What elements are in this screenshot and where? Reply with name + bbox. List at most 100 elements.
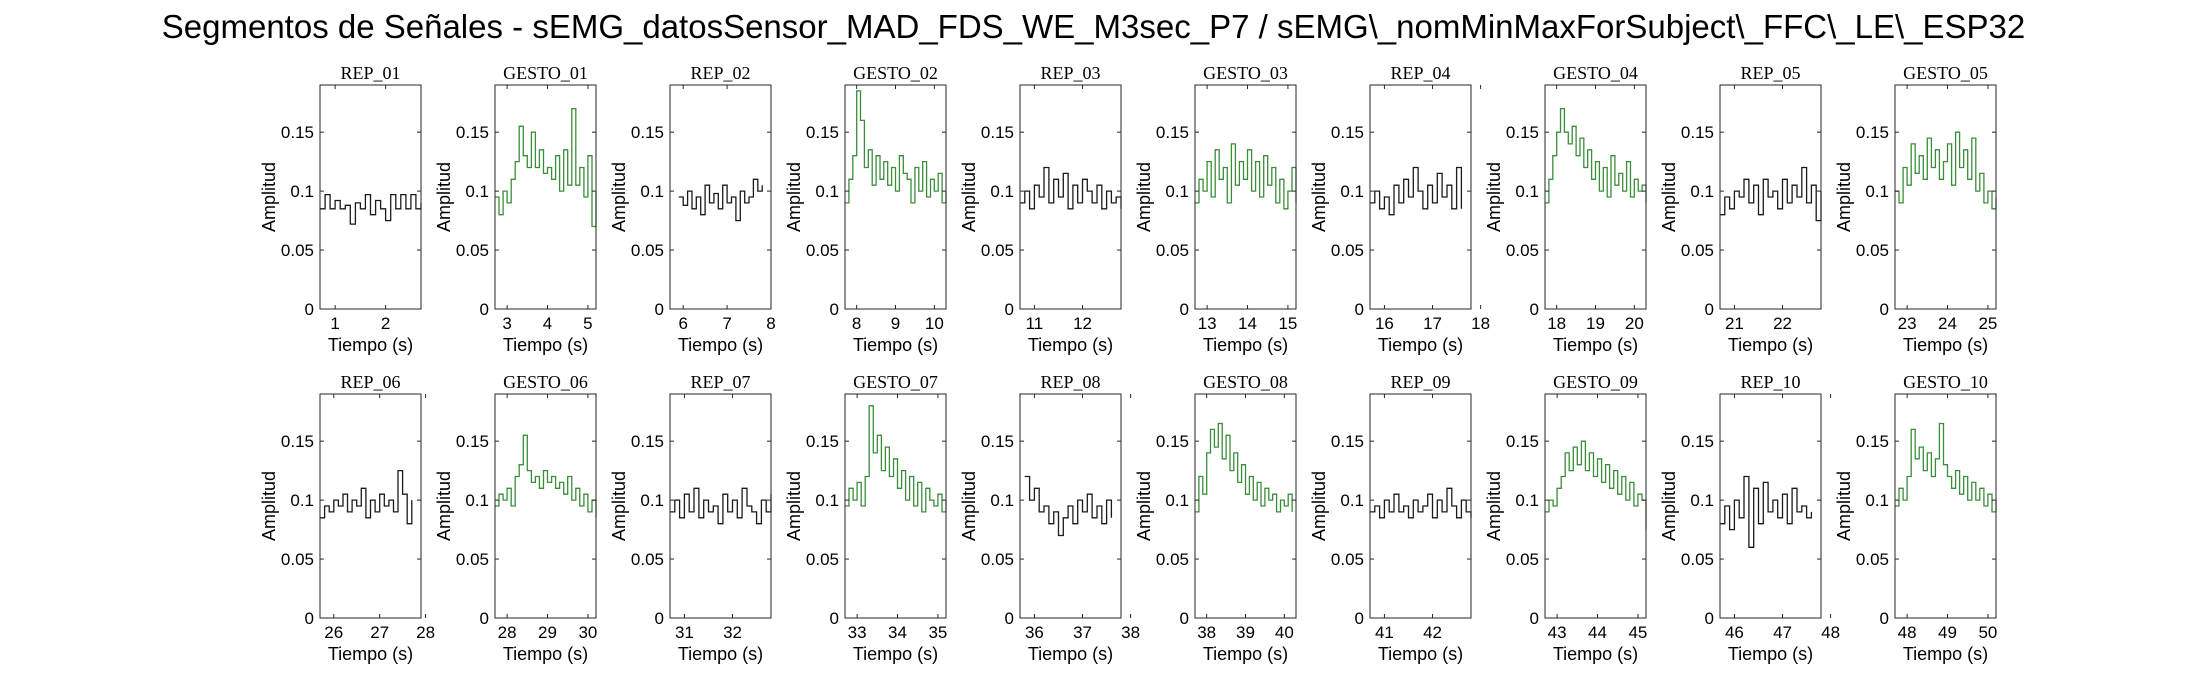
y-tick-label: 0 — [1705, 609, 1714, 628]
y-tick-label: 0.1 — [1690, 491, 1714, 510]
y-tick-label: 0.1 — [1340, 491, 1364, 510]
signal-line — [1895, 422, 1997, 513]
subplot-title: GESTO_03 — [1203, 63, 1288, 83]
y-axis-label: Amplitud — [959, 162, 979, 232]
y-tick-label: 0.15 — [1856, 123, 1889, 142]
y-tick-label: 0.15 — [806, 123, 839, 142]
subplot-gesto-05: 0 0.05 0.1 0.15 23 24 25 GESTO_05 Tiempo (s) Ampl… — [1834, 63, 1997, 355]
y-tick-label: 0.1 — [1165, 182, 1189, 201]
x-axis-label: Tiempo (s) — [1203, 335, 1288, 355]
y-tick-label: 0.15 — [1331, 123, 1364, 142]
x-tick-label: 20 — [1625, 314, 1644, 333]
y-tick-label: 0.05 — [1506, 241, 1539, 260]
subplot-title: REP_09 — [1390, 372, 1450, 392]
x-axis-label: Tiempo (s) — [1553, 644, 1638, 664]
axes-box — [669, 393, 772, 619]
y-tick-label: 0.15 — [1156, 432, 1189, 451]
x-axis-label: Tiempo (s) — [853, 644, 938, 664]
subplot-title: REP_04 — [1390, 63, 1450, 83]
x-tick-label: 24 — [1938, 314, 1957, 333]
signal-line — [1020, 166, 1122, 210]
x-axis-label: Tiempo (s) — [853, 335, 938, 355]
subplot-rep-03: 0 0.05 0.1 0.15 11 12 REP_03 Tiempo (s) Amplitud — [959, 63, 1122, 355]
x-tick-label: 4 — [543, 314, 552, 333]
x-tick-label: 26 — [324, 623, 343, 642]
y-tick-label: 0.15 — [1681, 123, 1714, 142]
y-tick-label: 0 — [1355, 300, 1364, 319]
subplot-rep-10: 0 0.05 0.1 0.15 46 47 48 REP_10 Tiempo (s) Amplit… — [1659, 372, 1840, 664]
y-axis-label: Amplitud — [1309, 162, 1329, 232]
y-tick-label: 0.1 — [465, 182, 489, 201]
y-tick-label: 0.15 — [456, 123, 489, 142]
y-axis-label: Amplitud — [959, 471, 979, 541]
y-tick-label: 0.15 — [281, 432, 314, 451]
x-tick-label: 32 — [723, 623, 742, 642]
x-tick-label: 33 — [848, 623, 867, 642]
y-tick-label: 0.05 — [1856, 550, 1889, 569]
signal-line — [1370, 166, 1463, 216]
y-tick-label: 0.05 — [1681, 550, 1714, 569]
y-tick-label: 0 — [830, 300, 839, 319]
subplot-rep-04: 0 0.05 0.1 0.15 16 17 18 REP_04 Tiempo (s) Amplit… — [1309, 63, 1490, 355]
x-axis-label: Tiempo (s) — [1028, 335, 1113, 355]
y-tick-label: 0.15 — [1156, 123, 1189, 142]
x-tick-label: 36 — [1025, 623, 1044, 642]
x-tick-label: 9 — [891, 314, 900, 333]
axes-box — [1369, 393, 1472, 619]
x-axis-label: Tiempo (s) — [678, 335, 763, 355]
signal-line — [1720, 166, 1822, 222]
x-axis-label: Tiempo (s) — [503, 335, 588, 355]
y-axis-label: Amplitud — [1484, 471, 1504, 541]
y-axis-label: Amplitud — [1134, 162, 1154, 232]
y-tick-label: 0.15 — [631, 432, 664, 451]
axes-box — [1894, 84, 1997, 310]
y-axis-label: Amplitud — [1834, 162, 1854, 232]
y-tick-label: 0.1 — [290, 491, 314, 510]
y-tick-label: 0 — [480, 300, 489, 319]
subplot-title: GESTO_05 — [1903, 63, 1988, 83]
y-tick-label: 0.1 — [1165, 491, 1189, 510]
x-tick-label: 40 — [1275, 623, 1294, 642]
x-tick-label: 43 — [1548, 623, 1567, 642]
x-tick-label: 46 — [1725, 623, 1744, 642]
subplot-title: GESTO_10 — [1903, 372, 1988, 392]
axes-box — [1194, 84, 1297, 310]
y-tick-label: 0.1 — [290, 182, 314, 201]
y-tick-label: 0.15 — [981, 432, 1014, 451]
x-axis-label: Tiempo (s) — [1553, 335, 1638, 355]
y-tick-label: 0.05 — [281, 241, 314, 260]
y-tick-label: 0.1 — [640, 182, 664, 201]
x-tick-label: 30 — [578, 623, 597, 642]
y-tick-label: 0.05 — [1506, 550, 1539, 569]
x-tick-label: 50 — [1978, 623, 1997, 642]
signal-line — [845, 90, 947, 204]
x-tick-label: 41 — [1375, 623, 1394, 642]
y-axis-label: Amplitud — [784, 471, 804, 541]
subplot-gesto-01: 0 0.05 0.1 0.15 3 4 5 GESTO_01 Tiempo (s) Amplitu… — [434, 63, 597, 355]
x-tick-label: 48 — [1898, 623, 1917, 642]
y-tick-label: 0.1 — [815, 491, 839, 510]
y-tick-label: 0.05 — [456, 241, 489, 260]
y-tick-label: 0 — [655, 300, 664, 319]
y-axis-label: Amplitud — [784, 162, 804, 232]
axes-box — [1719, 393, 1822, 619]
x-tick-label: 1 — [330, 314, 339, 333]
y-tick-label: 0.05 — [631, 241, 664, 260]
signal-line — [320, 193, 422, 225]
subplot-rep-02: 0 0.05 0.1 0.15 6 7 8 REP_02 Tiempo (s) Amplitud — [609, 63, 776, 355]
y-tick-label: 0.1 — [815, 182, 839, 201]
y-tick-label: 0.05 — [806, 550, 839, 569]
subplot-title: GESTO_04 — [1553, 63, 1638, 83]
y-tick-label: 0.15 — [1331, 432, 1364, 451]
signal-line — [495, 107, 597, 228]
x-tick-label: 23 — [1898, 314, 1917, 333]
y-tick-label: 0.15 — [1506, 123, 1539, 142]
x-tick-label: 47 — [1773, 623, 1792, 642]
x-tick-label: 29 — [538, 623, 557, 642]
x-axis-label: Tiempo (s) — [503, 644, 588, 664]
subplot-gesto-03: 0 0.05 0.1 0.15 13 14 15 GESTO_03 Tiempo (s) Ampl… — [1134, 63, 1297, 355]
subplot-rep-07: 0 0.05 0.1 0.15 31 32 REP_07 Tiempo (s) Amplitud — [609, 372, 772, 664]
axes-box — [319, 393, 422, 619]
y-tick-label: 0.05 — [1681, 241, 1714, 260]
x-tick-label: 44 — [1588, 623, 1607, 642]
